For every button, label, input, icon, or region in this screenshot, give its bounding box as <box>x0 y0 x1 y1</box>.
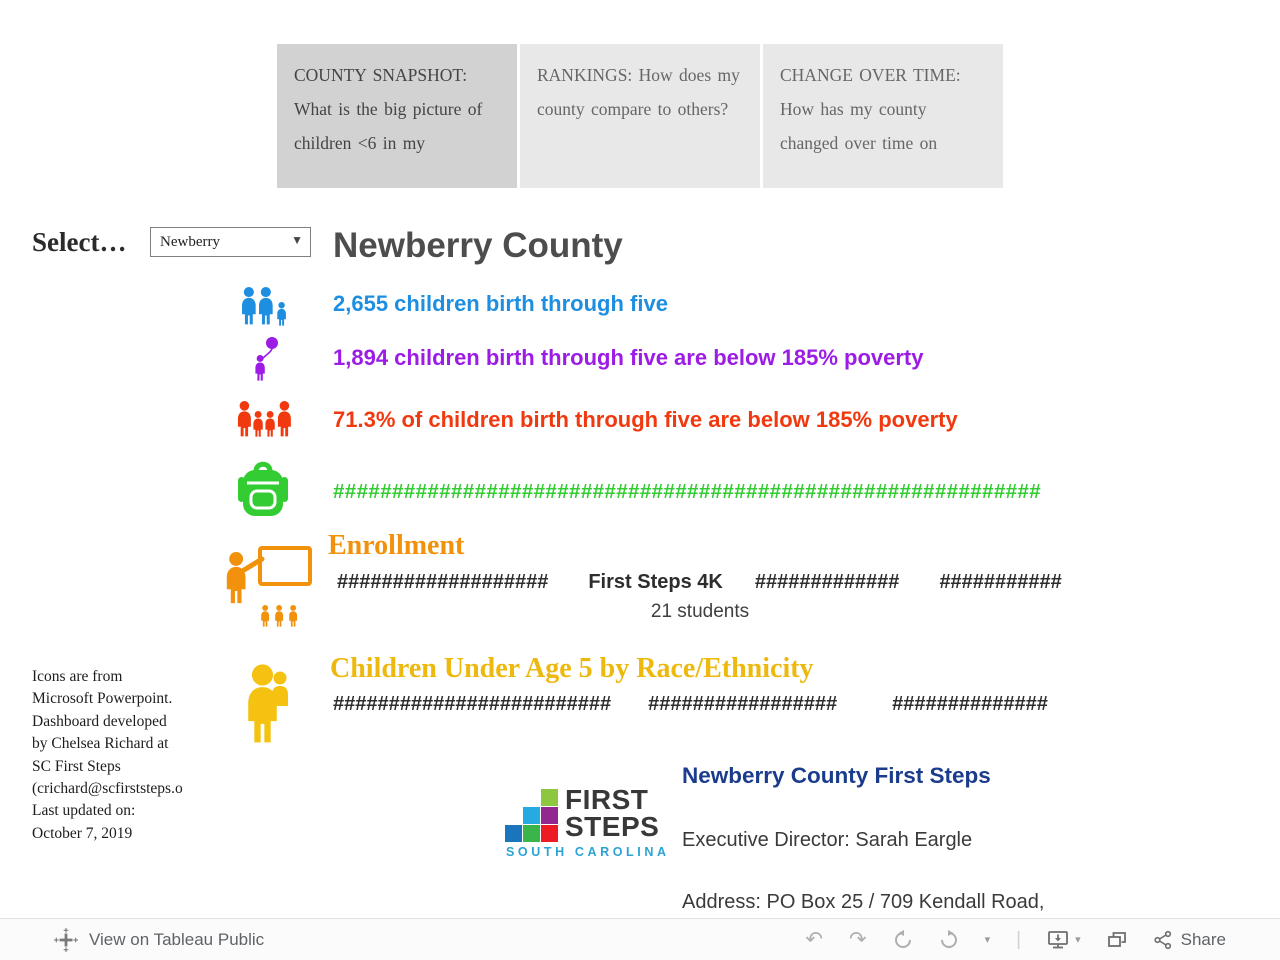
redo-icon: ↷ <box>849 927 867 951</box>
org-name: Newberry County First Steps <box>682 763 991 788</box>
view-on-tableau-public-link[interactable]: View on Tableau Public <box>54 927 265 952</box>
county-dropdown[interactable]: Newberry ▼ <box>150 227 311 257</box>
county-dropdown-value: Newberry <box>160 233 220 250</box>
revert-icon <box>894 929 911 948</box>
undo-icon: ↶ <box>805 927 824 951</box>
enrollment-heading: Enrollment <box>328 530 465 561</box>
county-select-label: Select… <box>32 227 127 257</box>
first-steps-logo-wordmark: FIRST STEPS <box>565 784 660 842</box>
org-director: Executive Director: Sarah Eargle <box>682 829 973 851</box>
tab-county-snapshot[interactable]: COUNTY SNAPSHOT: What is the big picture… <box>277 44 517 188</box>
family-icon <box>242 287 286 326</box>
stat-poverty-pct: 71.3% of children birth through five are… <box>333 407 958 432</box>
enrollment-hash-left: ################### <box>337 571 549 593</box>
dashboard-tabs: COUNTY SNAPSHOT: What is the big picture… <box>277 44 1003 188</box>
credits-note: Icons are from Microsoft Powerpoint. Das… <box>32 668 183 842</box>
race-ethnicity-heading: Children Under Age 5 by Race/Ethnicity <box>330 653 814 684</box>
chevron-down-icon: ▾ <box>984 933 991 946</box>
tableau-toolbar: View on Tableau Public ↶ ↷ ▾ | <box>0 918 1280 960</box>
chevron-down-icon: ▾ <box>1075 933 1081 946</box>
device-layout-button[interactable]: ▾ <box>1047 930 1081 950</box>
redo-button[interactable]: ↷ <box>849 929 867 950</box>
refresh-button[interactable] <box>939 929 959 950</box>
enrollment-program-label: First Steps 4K <box>588 571 723 593</box>
stat-overflow-row: ########################################… <box>333 480 1042 503</box>
tableau-logo-icon <box>54 927 78 952</box>
undo-button[interactable]: ↶ <box>805 929 823 950</box>
teacher-at-board-icon <box>226 546 312 627</box>
enrollment-hash-mid: ############# <box>754 571 900 593</box>
enrollment-hash-right: ########### <box>939 571 1062 593</box>
fullscreen-icon <box>1107 931 1126 947</box>
family-group-icon <box>237 401 291 437</box>
race-hash-2: ################# <box>648 693 838 715</box>
toolbar-divider: | <box>1016 928 1022 950</box>
page-title: Newberry County <box>333 226 623 265</box>
device-download-icon <box>1048 930 1068 948</box>
fullscreen-button[interactable] <box>1107 931 1127 949</box>
race-hash-1: ######################### <box>333 693 612 715</box>
parent-holding-child-icon <box>248 664 288 743</box>
race-ethnicity-row: ######################### ##############… <box>333 693 1048 716</box>
backpack-icon <box>238 461 288 516</box>
revert-button[interactable] <box>893 929 913 950</box>
race-hash-3: ############## <box>892 693 1048 715</box>
first-steps-logo-squares-icon <box>505 789 559 843</box>
share-icon <box>1154 930 1171 949</box>
share-label: Share <box>1180 929 1226 949</box>
first-steps-logo: FIRST STEPS SOUTH CAROLINA <box>505 784 670 861</box>
stat-poverty-count: 1,894 children birth through five are be… <box>333 345 924 370</box>
stat-children-total: 2,655 children birth through five <box>333 291 668 316</box>
enrollment-student-count: 21 students <box>650 601 750 622</box>
toolbar-more-button[interactable]: ▾ <box>985 933 991 946</box>
child-with-balloon-icon <box>255 337 278 381</box>
share-button[interactable]: Share <box>1153 930 1226 950</box>
refresh-icon <box>940 929 957 948</box>
chevron-down-icon: ▼ <box>291 233 303 247</box>
first-steps-logo-subtitle: SOUTH CAROLINA <box>506 845 670 859</box>
view-on-tableau-public-label: View on Tableau Public <box>89 929 265 949</box>
enrollment-row: ################### First Steps 4K #####… <box>337 571 1062 594</box>
tab-change-over-time[interactable]: CHANGE OVER TIME: How has my county chan… <box>763 44 1003 188</box>
tab-rankings[interactable]: RANKINGS: How does my county compare to … <box>520 44 760 188</box>
